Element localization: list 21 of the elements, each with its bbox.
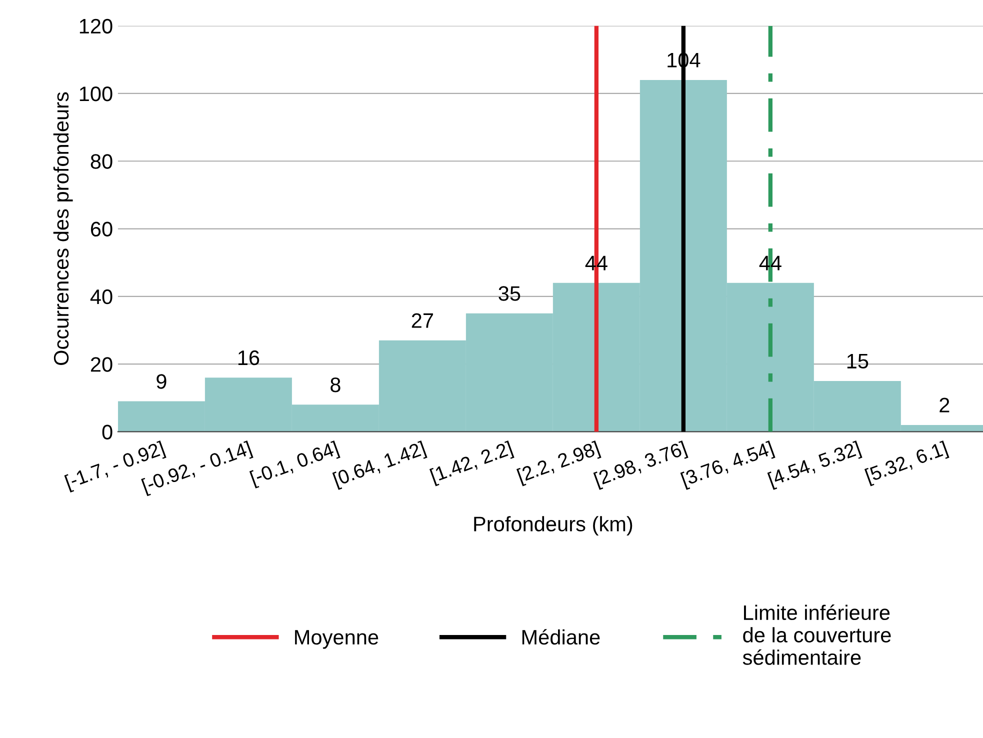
legend-label: Médiane [522,629,600,645]
legend-label: Moyenne [295,630,378,649]
x-tick-label: [1.42, 2.2] [429,440,514,486]
data-label: 27 [412,313,433,328]
y-tick-label: 80 [90,154,112,169]
data-label: 15 [847,354,868,369]
data-label: 9 [156,374,166,389]
data-label: 16 [238,350,260,366]
legend-label: Limite inférieure de la couverture sédimentaire [742,604,891,665]
data-label: 8 [330,377,340,392]
y-tick-label: 60 [90,222,112,237]
y-axis-title: Occurrences des profondeurs [53,92,73,366]
y-tick-label: 100 [80,86,112,102]
y-tick-label: 20 [90,357,112,372]
data-label: 2 [940,398,950,412]
y-tick-label: 120 [80,18,112,34]
y-tick-label: 0 [102,424,112,440]
x-axis-title: Profondeurs (km) [474,516,632,536]
data-label: 35 [498,286,520,301]
x-tick-label: [5.32, 6.1] [864,440,950,486]
y-tick-label: 40 [90,289,112,304]
